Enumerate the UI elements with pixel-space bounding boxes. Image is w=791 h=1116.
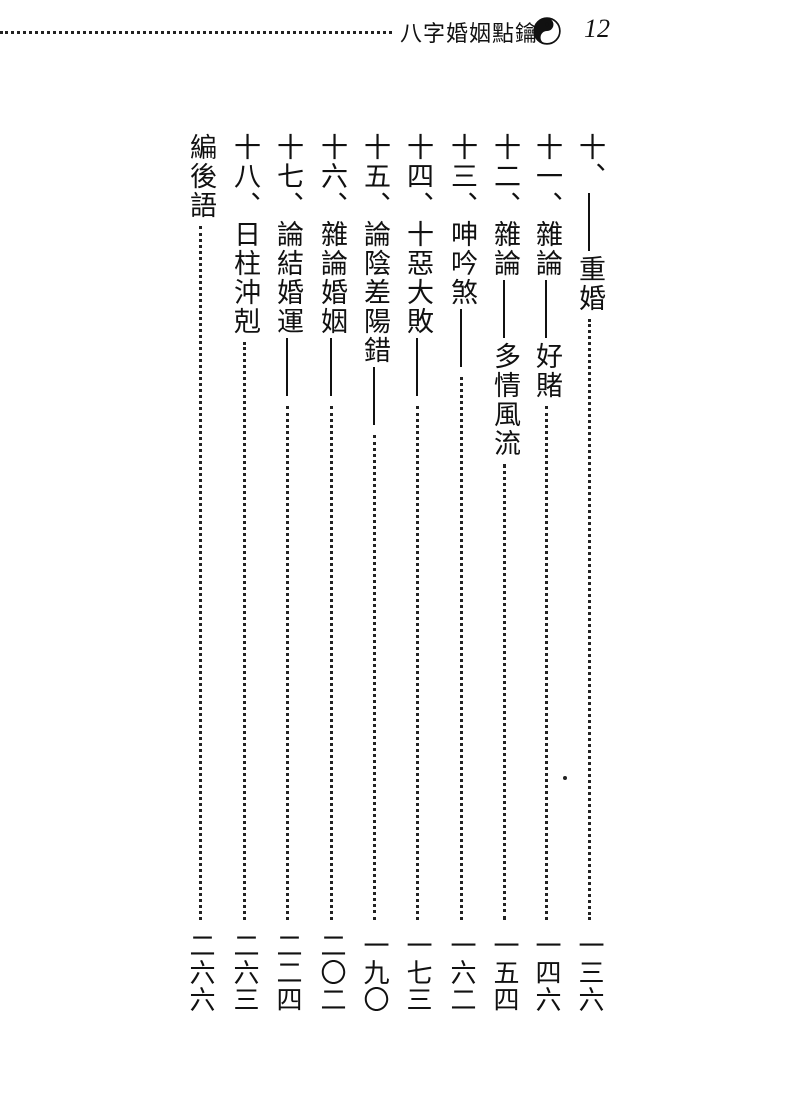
entry-title: 雜論	[489, 220, 520, 278]
entry-number: 十二、	[489, 133, 520, 220]
page-number: 12	[584, 14, 610, 43]
leader-dots	[372, 435, 376, 920]
dash-line	[286, 338, 288, 396]
dash-line	[545, 280, 547, 338]
leader-dots	[329, 406, 333, 920]
toc-entry[interactable]: 十二、 雜論多情風流一五四	[486, 133, 522, 1013]
entry-number: 十三、	[446, 133, 477, 220]
leader-dots	[198, 226, 202, 920]
leader-dots	[459, 377, 463, 920]
dash-line	[588, 193, 590, 251]
toc-entry[interactable]: 十一、 雜論好賭一四六	[528, 133, 564, 1013]
dash-line	[373, 367, 375, 425]
dash-line	[460, 309, 462, 367]
toc-entry[interactable]: 十四、 十惡大敗一七三	[399, 133, 435, 1013]
toc-entry[interactable]: 十三、 呻吟煞 一六二	[443, 133, 479, 1013]
toc-entry[interactable]: 十七、 論結婚運二二四	[269, 133, 305, 1013]
entry-number: 十六、	[316, 133, 347, 220]
entry-title: 日柱沖剋	[229, 220, 260, 336]
entry-page: 一三六	[574, 932, 604, 1013]
yin-yang-icon	[533, 17, 561, 45]
entry-title: 呻吟煞	[446, 220, 477, 307]
leader-dots	[242, 342, 246, 920]
header-leader-dots	[0, 31, 392, 34]
toc-entry[interactable]: 編後語 二六六	[182, 133, 218, 1013]
dash-line	[416, 338, 418, 396]
leader-dots	[544, 406, 548, 920]
entry-subtitle: 多情風流	[489, 342, 520, 458]
book-title: 八字婚姻點鑰	[400, 22, 539, 47]
entry-page: 二六三	[229, 932, 259, 1013]
toc-entry[interactable]: 十、 重婚 一三六	[571, 133, 607, 1013]
entry-page: 一六二	[446, 932, 476, 1013]
entry-title: 論陰差陽錯	[359, 220, 390, 365]
entry-number: 十一、	[531, 133, 562, 220]
entry-page: 二六六	[185, 932, 215, 1013]
entry-title: 論結婚運	[272, 220, 303, 336]
entry-title: 雜論婚姻	[316, 220, 347, 336]
entry-number: 十、	[574, 133, 605, 191]
entry-page: 一七三	[402, 932, 432, 1013]
leader-dots	[285, 406, 289, 920]
entry-number: 十八、	[229, 133, 260, 220]
entry-title: 編後語	[185, 133, 216, 220]
toc-entry[interactable]: 十五、 論陰差陽錯一九〇	[356, 133, 392, 1013]
entry-title: 十惡大敗	[402, 220, 433, 336]
leader-dots	[587, 319, 591, 920]
entry-page: 一五四	[489, 932, 519, 1013]
entry-page: 二二四	[272, 932, 302, 1013]
entry-page: 一四六	[531, 932, 561, 1013]
entry-title: 雜論	[531, 220, 562, 278]
entry-number: 十五、	[359, 133, 390, 220]
entry-number: 十七、	[272, 133, 303, 220]
entry-page: 二〇二	[316, 932, 346, 1013]
entry-page: 一九〇	[359, 932, 389, 1013]
dash-line	[330, 338, 332, 396]
entry-subtitle: 重婚	[574, 255, 605, 313]
toc-entry[interactable]: 十八、 日柱沖剋二六三	[226, 133, 262, 1013]
dash-line	[503, 280, 505, 338]
entry-subtitle: 好賭	[531, 342, 562, 400]
leader-dots	[502, 464, 506, 920]
entry-number: 十四、	[402, 133, 433, 220]
stray-mark	[563, 776, 567, 780]
toc-entry[interactable]: 十六、 雜論婚姻二〇二	[313, 133, 349, 1013]
leader-dots	[415, 406, 419, 920]
